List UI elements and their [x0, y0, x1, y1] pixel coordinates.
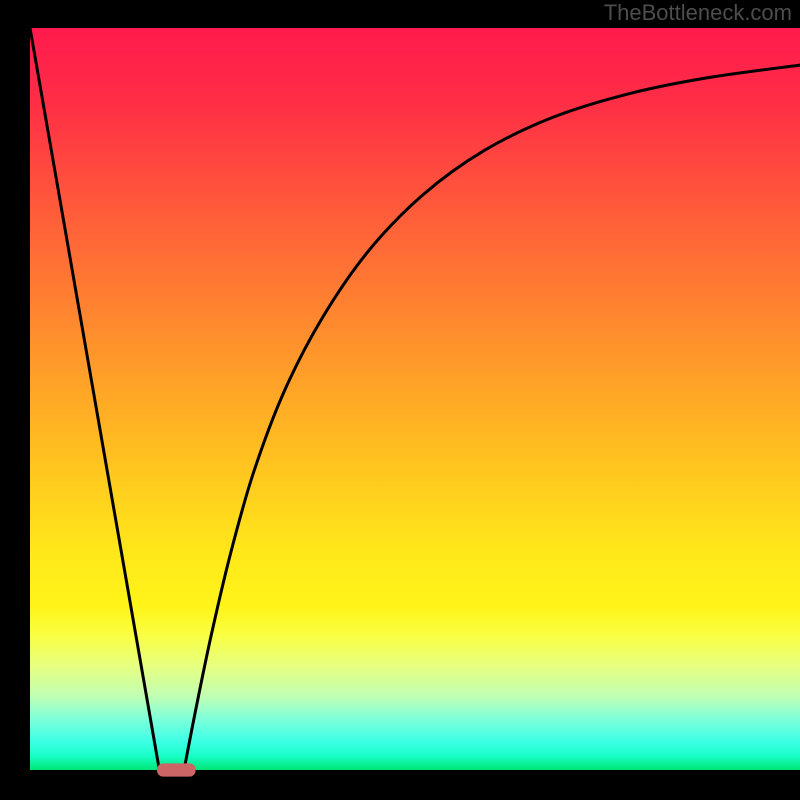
optimal-marker	[157, 763, 196, 776]
watermark-text: TheBottleneck.com	[604, 0, 792, 26]
bottleneck-chart: TheBottleneck.com	[0, 0, 800, 800]
chart-plot-background	[30, 28, 800, 770]
chart-svg	[0, 0, 800, 800]
